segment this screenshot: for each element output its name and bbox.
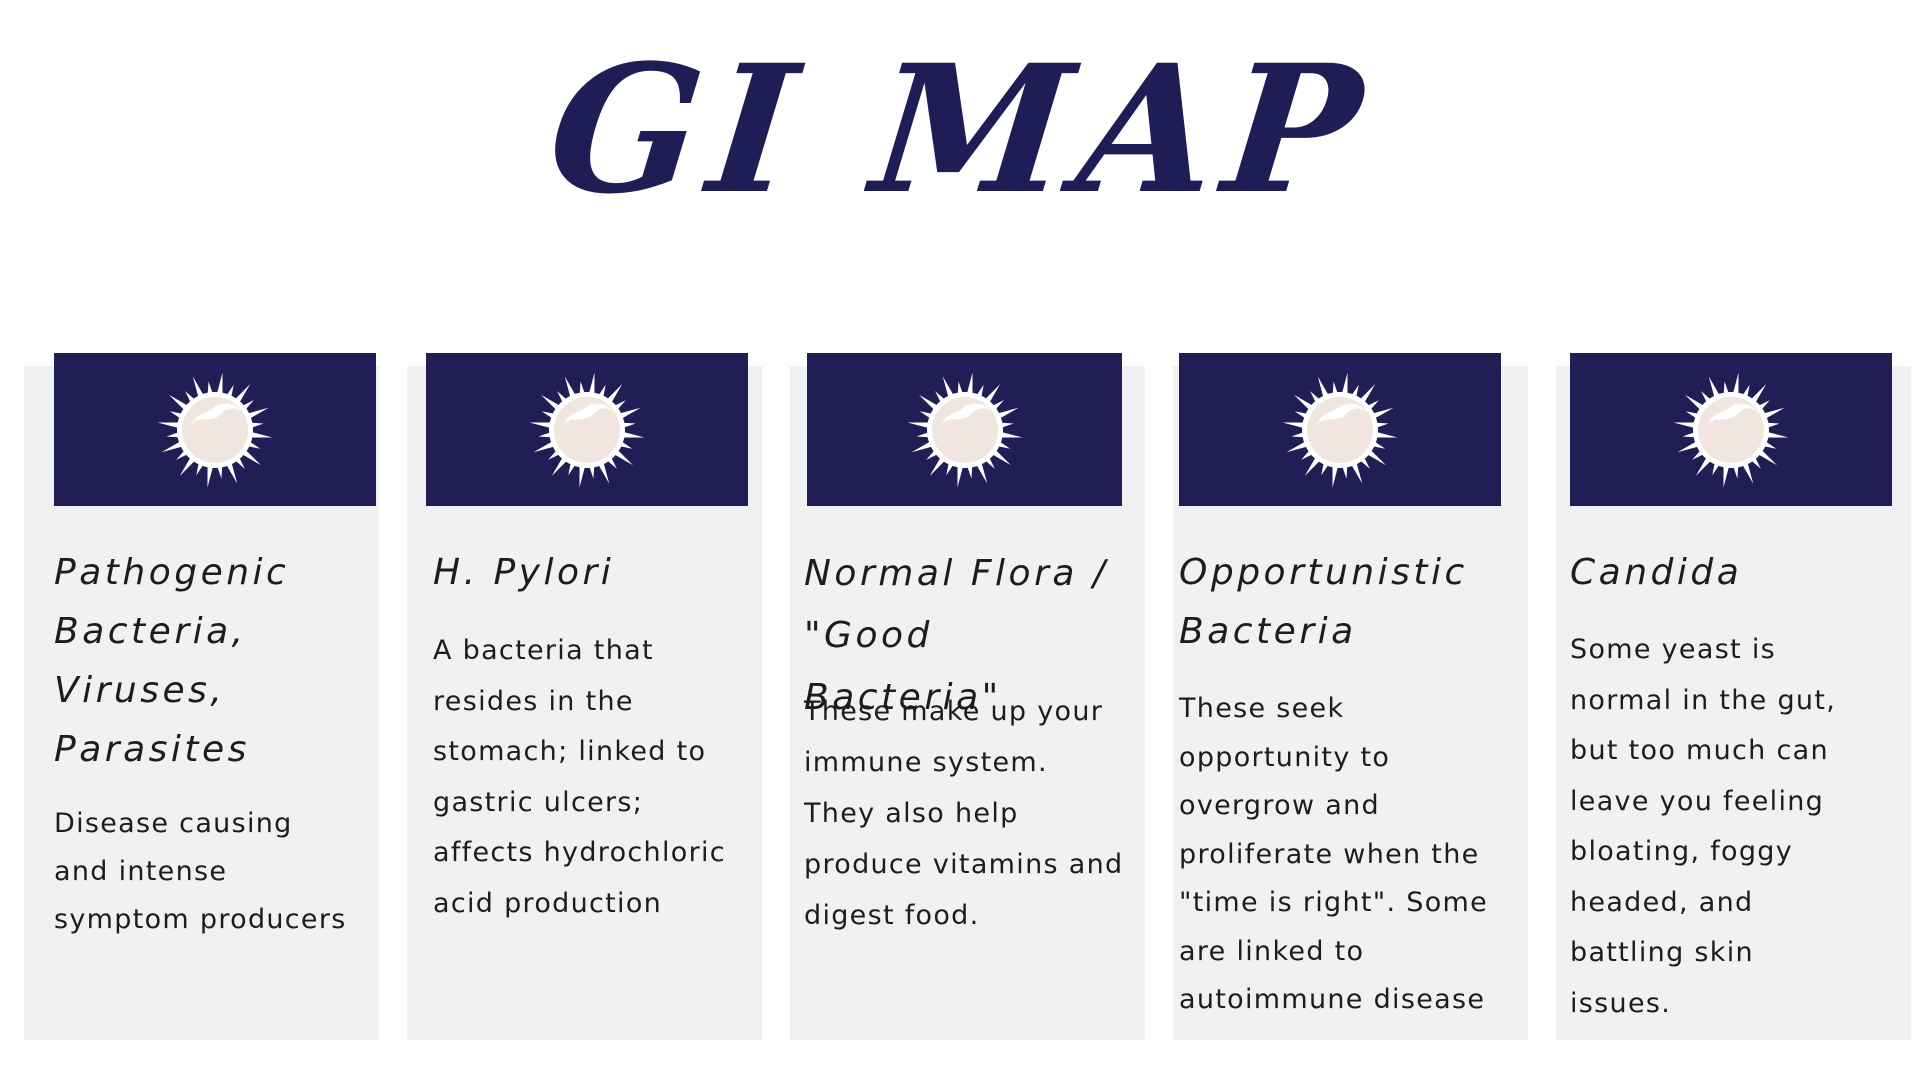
card-heading: Pathogenic Bacteria, Viruses, Parasites [54, 552, 290, 770]
microbe-ray [216, 371, 223, 398]
microbe-ray [965, 371, 973, 398]
card-body: These make up your immune system. They a… [804, 696, 1124, 931]
microbe-core [1698, 396, 1764, 463]
microbe-icon [1673, 371, 1789, 488]
microbe-icon [906, 371, 1023, 488]
microbe-ray [579, 461, 586, 488]
microbe-ray [529, 421, 555, 429]
microbe-ray [996, 430, 1023, 438]
card-heading: Normal Flora / "Good Bacteria" [804, 553, 1109, 718]
microbe-ray [1332, 461, 1339, 488]
page-title: GI MAP [540, 26, 1380, 233]
microbe-highlight [1316, 403, 1366, 426]
card-heading: Candida [1570, 552, 1743, 593]
microbe-icon [529, 371, 645, 488]
card-header [1570, 353, 1892, 506]
microbe-core [1307, 396, 1373, 463]
microbe-ray [157, 421, 183, 429]
microbe-highlight [1707, 403, 1757, 426]
microbe-ray [1673, 421, 1699, 429]
card-header [1179, 353, 1501, 506]
microbe-icon [157, 371, 273, 488]
microbe-highlight [940, 403, 991, 426]
microbe-ray [1763, 430, 1789, 438]
microbe-ray [588, 371, 595, 398]
card-body: Disease causing and intense symptom prod… [54, 808, 347, 935]
microbe-ray [1282, 421, 1308, 429]
card-body: A bacteria that resides in the stomach; … [433, 635, 726, 919]
card-heading: H. Pylori [433, 552, 615, 593]
microbe-ray [247, 430, 273, 438]
microbe-ray [1732, 371, 1739, 398]
microbe-ray [207, 461, 214, 488]
card-header [807, 353, 1122, 506]
microbe-core [554, 396, 620, 463]
microbe-highlight [191, 403, 241, 426]
microbe-core [182, 396, 248, 463]
microbe-ray [1723, 461, 1730, 488]
card-body: Some yeast is normal in the gut, but too… [1570, 634, 1837, 1019]
card-header [54, 353, 376, 506]
card-header [426, 353, 748, 506]
microbe-ray [1341, 371, 1348, 398]
microbe-highlight [563, 403, 613, 426]
card-body: These seek opportunity to overgrow and p… [1179, 693, 1489, 1015]
card-heading: Opportunistic Bacteria [1179, 552, 1468, 652]
microbe-core [931, 396, 998, 463]
microbe-ray [956, 461, 964, 488]
microbe-ray [906, 421, 933, 429]
microbe-ray [619, 430, 645, 438]
microbe-icon [1282, 371, 1398, 488]
microbe-ray [1372, 430, 1398, 438]
